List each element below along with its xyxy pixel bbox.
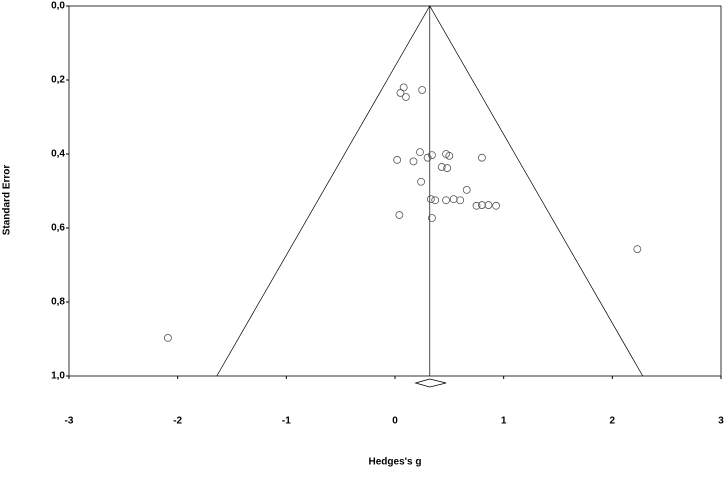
point [417,177,425,186]
x-tick-label: 1 [501,416,507,427]
point [423,153,432,162]
point [437,163,446,171]
point [428,214,436,222]
point [409,157,418,166]
point [478,201,486,209]
x-tick-label: 0 [392,416,398,427]
point [462,185,471,194]
point [478,153,486,162]
point [431,196,440,205]
x-axis-label: Hedges's g [369,457,422,468]
y-tick-label: 0,4 [51,149,65,160]
point [484,201,493,209]
y-tick-label: 0,2 [51,75,65,86]
point [395,211,404,219]
x-tick-label: -1 [282,416,291,427]
summary-diamond [414,378,447,388]
point [449,195,458,204]
point [443,164,452,172]
x-tick-label: -2 [173,416,182,427]
y-tick-label: 0,6 [51,223,65,234]
point [492,201,500,210]
point [428,151,436,160]
point [163,333,172,342]
y-tick-label: 0,0 [51,1,65,12]
point [418,86,427,94]
point [401,93,410,101]
x-tick-label: -3 [65,416,74,427]
point [416,148,424,157]
point [633,245,642,253]
point [456,196,465,205]
point [445,151,454,160]
y-axis-label: Standard Error [2,165,13,236]
x-tick-label: 2 [610,416,616,427]
point [442,196,450,205]
point [396,89,405,97]
plot-frame [68,5,722,377]
point [472,201,481,210]
point [426,195,435,204]
x-tick-label: 3 [718,416,724,427]
y-tick-label: 1,0 [51,371,65,382]
point [393,156,402,164]
y-tick-label: 0,8 [51,297,65,308]
